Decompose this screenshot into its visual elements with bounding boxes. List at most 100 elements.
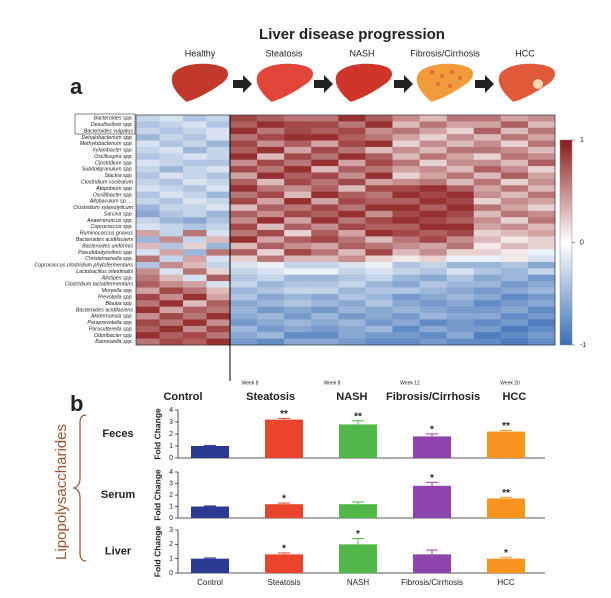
heatmap-cell xyxy=(230,313,258,320)
panel-title: Liver xyxy=(105,545,132,557)
heatmap-cell xyxy=(257,300,285,307)
heatmap-cell xyxy=(338,217,366,224)
y-tick-label: 0 xyxy=(169,570,173,577)
heatmap-cell xyxy=(419,242,447,250)
heatmap-cell xyxy=(365,249,393,256)
heatmap-cell xyxy=(473,338,502,346)
plots: Bacteroides spp.Desulfovibrio spp.Bacter… xyxy=(34,114,586,587)
heatmap-cell xyxy=(136,191,160,199)
heatmap-cell xyxy=(159,268,184,276)
heatmap-cell xyxy=(392,153,420,161)
heatmap-cell xyxy=(159,281,184,288)
heatmap-cell xyxy=(206,319,231,327)
heatmap-cell xyxy=(230,115,258,122)
heatmap-cell xyxy=(365,185,393,192)
heatmap-cell xyxy=(338,242,366,250)
heatmap-cell xyxy=(338,268,366,276)
heatmap-cell xyxy=(257,325,285,333)
heatmap-cell xyxy=(338,274,366,282)
heatmap-cell xyxy=(311,249,339,256)
heatmap-cell xyxy=(500,146,529,154)
heatmap-cell xyxy=(136,332,160,339)
heatmap-cell xyxy=(365,242,393,250)
heatmap-cell xyxy=(183,287,207,295)
heatmap-cell xyxy=(257,242,285,250)
heatmap-cell xyxy=(527,313,556,320)
heatmap-cell xyxy=(392,172,420,180)
row-label: Barnesiella spp. xyxy=(95,339,133,345)
heatmap-cell xyxy=(527,306,556,314)
row-label: Anaerotruncus spp. xyxy=(86,218,133,224)
bar xyxy=(413,554,451,573)
heatmap-cell xyxy=(500,198,529,205)
heatmap-cell xyxy=(473,281,502,288)
heatmap-cell xyxy=(527,172,556,180)
heatmap-cell xyxy=(136,268,160,276)
heatmap-cell xyxy=(365,230,393,237)
heatmap-cell xyxy=(419,261,447,269)
heatmap-cell xyxy=(365,255,393,263)
heatmap-cell xyxy=(500,236,529,244)
heatmap-cell xyxy=(473,210,502,218)
heatmap-cell xyxy=(500,313,529,320)
row-label: Paraprevotella spp. xyxy=(87,320,133,326)
heatmap-cell xyxy=(473,153,502,161)
heatmap-cell xyxy=(136,204,160,212)
heatmap-cell xyxy=(183,223,207,231)
heatmap-cell xyxy=(284,274,312,282)
heatmap-cell xyxy=(136,172,160,180)
heatmap-cell xyxy=(365,306,393,314)
heatmap-cell xyxy=(338,127,366,135)
heatmap-cell xyxy=(473,204,502,212)
heatmap-cell xyxy=(257,306,285,314)
heatmap-cell xyxy=(311,140,339,148)
heatmap-cell xyxy=(257,185,285,192)
row-label: Pseudobutyrivibrio spp. xyxy=(78,250,133,256)
heatmap-cell xyxy=(392,159,420,167)
row-label: Bacteroides spp. xyxy=(94,116,133,122)
heatmap-cell xyxy=(392,293,420,301)
heatmap-cell xyxy=(183,115,207,122)
heatmap-cell xyxy=(392,198,420,205)
heatmap-cell xyxy=(527,153,556,161)
row-label: Allobaculum sp. ... xyxy=(89,199,133,205)
stage-label: Healthy xyxy=(185,48,216,58)
heatmap-cell xyxy=(183,159,207,167)
row-label: Oscillospira spp. xyxy=(94,154,133,160)
heatmap-cell xyxy=(527,121,556,129)
heatmap-cell xyxy=(419,274,447,282)
heatmap-cell xyxy=(311,287,339,295)
heatmap-cell xyxy=(473,223,502,231)
heatmap-cell xyxy=(183,255,207,263)
heatmap-cell xyxy=(311,261,339,269)
heatmap-cell xyxy=(527,236,556,244)
heatmap-cell xyxy=(500,217,529,224)
x-tick-label: Fibrosis/Cirrhosis xyxy=(401,578,463,587)
heatmap-cell xyxy=(284,236,312,244)
heatmap-cell xyxy=(446,255,475,263)
heatmap-cell xyxy=(257,223,285,231)
heatmap-cell xyxy=(257,127,285,135)
heatmap-cell xyxy=(419,127,447,135)
heatmap-cell xyxy=(159,255,184,263)
heatmap-cell xyxy=(473,332,502,339)
heatmap-cell xyxy=(206,223,231,231)
bar xyxy=(339,504,377,518)
heatmap-cell xyxy=(500,153,529,161)
heatmap-cell xyxy=(311,134,339,141)
side-label: Lipopolysaccharides xyxy=(53,424,70,560)
heatmap-cell xyxy=(136,140,160,148)
heatmap-cell xyxy=(136,287,160,295)
y-tick-label: 2 xyxy=(169,492,173,499)
bar xyxy=(487,431,525,458)
heatmap-cell xyxy=(284,121,312,129)
heatmap-cell xyxy=(230,178,258,186)
heatmap-cell xyxy=(500,115,529,122)
heatmap-cell xyxy=(311,159,339,167)
heatmap-cell xyxy=(365,134,393,141)
heatmap-cell xyxy=(419,236,447,244)
heatmap-cell xyxy=(136,178,160,186)
heatmap-cell xyxy=(419,325,447,333)
heatmap-cell xyxy=(473,166,502,173)
heatmap-cell xyxy=(206,313,231,320)
